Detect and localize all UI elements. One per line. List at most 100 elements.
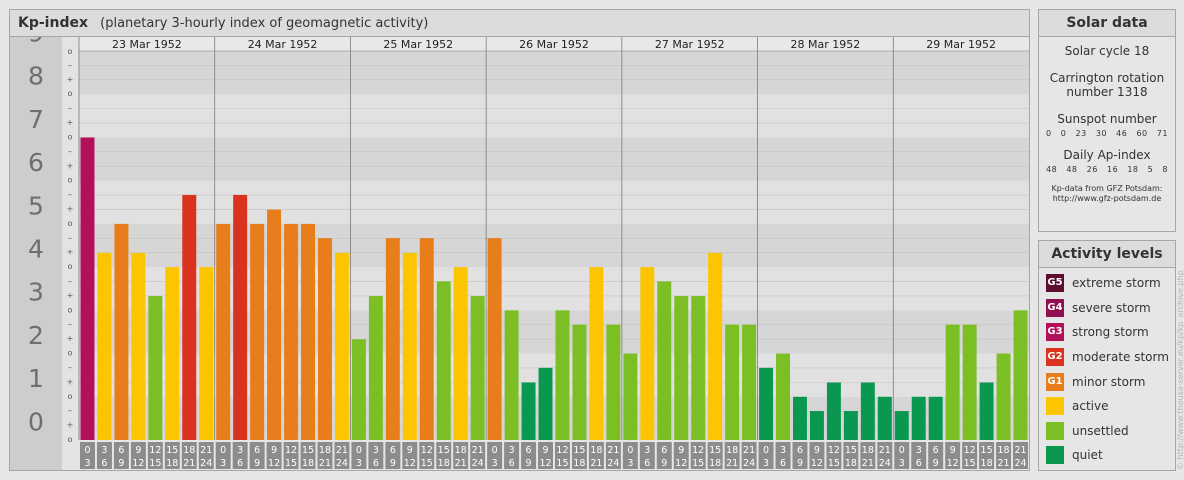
hour-label: 12	[285, 445, 297, 456]
hour-cell	[843, 442, 859, 469]
ap-value: 8	[1162, 165, 1168, 174]
kp-bar	[80, 137, 95, 440]
level-swatch: G5	[1046, 274, 1064, 293]
kp-bar	[877, 396, 892, 440]
kp-subtick-label: +	[67, 161, 74, 170]
kp-bar	[945, 324, 960, 440]
hour-label: 21	[319, 458, 331, 469]
hour-label: 18	[302, 458, 314, 469]
kp-bar	[657, 281, 672, 440]
hour-label: 9	[542, 445, 548, 456]
hour-label: 0	[220, 445, 226, 456]
hour-label: 0	[356, 445, 362, 456]
hour-label: 12	[964, 445, 976, 456]
date-label: 25 Mar 1952	[383, 38, 453, 51]
level-swatch: G2	[1046, 348, 1064, 367]
hour-label: 18	[998, 445, 1010, 456]
chart-title-bar: Kp-index (planetary 3-hourly index of ge…	[10, 10, 1029, 37]
kp-band	[62, 94, 1029, 138]
ap-value: 48	[1046, 165, 1058, 174]
hour-label: 18	[183, 445, 195, 456]
hour-label: 15	[421, 458, 433, 469]
hour-label: 15	[166, 445, 178, 456]
date-label: 23 Mar 1952	[112, 38, 182, 51]
kp-bar	[572, 324, 587, 440]
hour-label: 6	[797, 445, 803, 456]
level-active: active	[1039, 394, 1175, 419]
hour-label: 15	[692, 458, 704, 469]
kp-bar	[453, 267, 468, 440]
kp-subtick-label: o	[68, 435, 73, 444]
level-severe-storm: G4 severe storm	[1039, 296, 1175, 321]
hour-cell	[555, 442, 570, 469]
kp-bar	[301, 223, 315, 440]
gfz-credit-link[interactable]: http://www.gfz-potsdam.de	[1052, 194, 1162, 203]
level-extreme-storm: G5 extreme storm	[1039, 271, 1175, 296]
kp-subtick-label: +	[67, 291, 74, 300]
hour-label: 9	[797, 458, 803, 469]
ap-value: 26	[1086, 165, 1098, 174]
date-label: 24 Mar 1952	[248, 38, 318, 51]
hour-cell	[198, 442, 214, 469]
kp-bar	[250, 223, 265, 440]
hour-label: 21	[743, 445, 755, 456]
kp-tick-label: 9	[28, 37, 44, 47]
hour-label: 6	[526, 445, 532, 456]
hour-label: 24	[743, 458, 755, 469]
level-label: unsettled	[1072, 423, 1129, 438]
hour-cell	[385, 442, 401, 469]
hour-label: 18	[845, 458, 857, 469]
hour-cell	[300, 442, 316, 469]
kp-tick-label: 1	[28, 364, 44, 393]
kp-bar	[419, 238, 434, 440]
kp-subtick-label: o	[68, 219, 73, 228]
sunspot-value: 0	[1046, 129, 1052, 138]
hour-cell	[741, 442, 757, 469]
kp-bar	[470, 296, 485, 440]
ap-values: 48 48 26 16 18 5 8	[1039, 165, 1175, 174]
hour-label: 21	[455, 458, 467, 469]
ap-label: Daily Ap-index	[1063, 148, 1151, 162]
kp-band	[62, 223, 1029, 268]
kp-tick-label: 6	[28, 148, 44, 177]
kp-bar	[233, 194, 248, 440]
kp-subtick-label: –	[68, 60, 72, 69]
hour-label: 0	[899, 445, 905, 456]
hour-label: 0	[84, 445, 90, 456]
hour-cell	[707, 442, 723, 469]
hour-label: 15	[438, 445, 450, 456]
level-label: moderate storm	[1072, 350, 1169, 365]
date-label: 27 Mar 1952	[655, 38, 725, 51]
hour-cell	[96, 442, 112, 469]
kp-bar	[996, 353, 1011, 440]
hour-label: 18	[709, 458, 721, 469]
kp-bar	[504, 310, 519, 440]
kp-subtick-label: o	[68, 392, 73, 401]
hour-cell	[860, 442, 876, 469]
hour-label: 0	[763, 445, 769, 456]
hour-cell	[419, 442, 435, 469]
date-label: 29 Mar 1952	[926, 38, 996, 51]
hour-cell	[130, 442, 146, 469]
hour-label: 12	[811, 458, 823, 469]
hour-cell	[249, 442, 265, 469]
level-swatch	[1046, 397, 1064, 416]
hour-cell	[911, 442, 927, 469]
hour-cell	[504, 442, 520, 469]
kp-bar	[97, 252, 112, 440]
kp-bar	[1013, 310, 1028, 440]
hour-label: 6	[237, 458, 243, 469]
hour-cell	[571, 442, 587, 469]
sunspot-value: 0	[1060, 129, 1067, 138]
kp-subtick-label: –	[68, 277, 72, 286]
kp-subtick-label: –	[68, 233, 72, 242]
hour-label: 3	[373, 445, 379, 456]
ap-value: 48	[1066, 165, 1078, 174]
level-swatch: G1	[1046, 372, 1064, 391]
hour-label: 24	[607, 458, 619, 469]
hour-label: 9	[135, 445, 141, 456]
hour-label: 21	[200, 445, 212, 456]
kp-subtick-label: +	[67, 421, 74, 430]
hour-cell	[80, 442, 95, 469]
hour-cell	[588, 442, 604, 469]
